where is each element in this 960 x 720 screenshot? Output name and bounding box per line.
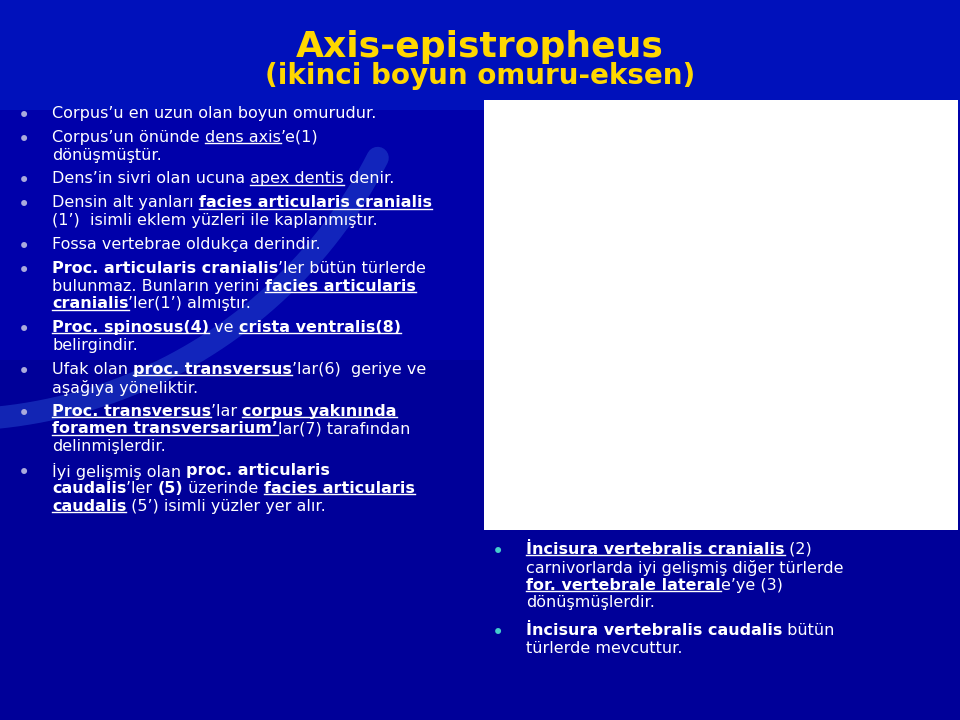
Text: •: • [18, 261, 31, 281]
Text: corpus yakınında: corpus yakınında [242, 403, 396, 418]
Text: türlerde mevcuttur.: türlerde mevcuttur. [526, 641, 683, 656]
Text: dönüşmüşlerdir.: dönüşmüşlerdir. [526, 595, 655, 611]
Bar [0, 0, 960, 110]
Text: ’e(1): ’e(1) [280, 130, 319, 145]
Text: e’ye (3): e’ye (3) [721, 577, 782, 593]
Text: foramen transversarium’: foramen transversarium’ [52, 421, 277, 436]
Text: Corpus’un önünde: Corpus’un önünde [52, 130, 204, 145]
Text: Ufak olan: Ufak olan [52, 362, 133, 377]
Text: İyi gelişmiş olan: İyi gelişmiş olan [52, 463, 186, 480]
Text: facies articularis cranialis: facies articularis cranialis [199, 195, 432, 210]
Text: •: • [18, 171, 31, 192]
Text: ’ler: ’ler [127, 481, 157, 496]
Text: •: • [18, 195, 31, 215]
Text: (5’) isimli yüzler yer alır.: (5’) isimli yüzler yer alır. [127, 499, 326, 513]
Text: İncisura vertebralis cranialis: İncisura vertebralis cranialis [526, 542, 784, 557]
Text: ve: ve [209, 320, 239, 336]
Text: dönüşmüştür.: dönüşmüştür. [52, 148, 161, 163]
Text: ’lar: ’lar [211, 403, 242, 418]
Text: •: • [492, 542, 504, 562]
Bar [0, 360, 960, 720]
Text: (5): (5) [157, 481, 183, 496]
Text: Axis-epistropheus: Axis-epistropheus [296, 30, 664, 64]
Text: cranialis: cranialis [52, 297, 129, 312]
Text: üzerinde: üzerinde [183, 481, 264, 496]
Text: ’ler bütün türlerde: ’ler bütün türlerde [278, 261, 426, 276]
Text: denir.: denir. [344, 171, 395, 186]
Text: proc. articularis: proc. articularis [186, 463, 330, 478]
Text: aşağıya yöneliktir.: aşağıya yöneliktir. [52, 379, 198, 396]
Text: apex dentis: apex dentis [251, 171, 344, 186]
Text: delinmişlerdir.: delinmişlerdir. [52, 439, 166, 454]
Text: •: • [18, 106, 31, 126]
Text: Proc. articularis cranialis: Proc. articularis cranialis [52, 261, 278, 276]
Text: ’ler(1’) almıştır.: ’ler(1’) almıştır. [129, 297, 252, 312]
Text: ’lar(6)  geriye ve: ’lar(6) geriye ve [292, 362, 426, 377]
Text: facies articularis: facies articularis [264, 481, 415, 496]
Text: •: • [18, 463, 31, 483]
Text: Corpus’u en uzun olan boyun omurudur.: Corpus’u en uzun olan boyun omurudur. [52, 106, 376, 121]
Text: •: • [18, 403, 31, 423]
Text: (2): (2) [784, 542, 812, 557]
Text: •: • [18, 320, 31, 341]
Text: (1’)  isimli eklem yüzleri ile kaplanmıştır.: (1’) isimli eklem yüzleri ile kaplanmışt… [52, 213, 377, 228]
Text: Proc. spinosus(4): Proc. spinosus(4) [52, 320, 209, 336]
Text: Proc. transversus: Proc. transversus [52, 403, 211, 418]
Text: bütün: bütün [782, 624, 835, 639]
Text: caudalis: caudalis [52, 499, 127, 513]
Text: facies articularis: facies articularis [265, 279, 416, 294]
Text: İncisura vertebralis caudalis: İncisura vertebralis caudalis [526, 624, 782, 639]
Bar [484, 100, 958, 530]
Text: Fossa vertebrae oldukça derindir.: Fossa vertebrae oldukça derindir. [52, 237, 321, 252]
Text: caudalis: caudalis [52, 481, 127, 496]
Text: •: • [492, 624, 504, 643]
Text: •: • [18, 362, 31, 382]
Text: bulunmaz. Bunların yerini: bulunmaz. Bunların yerini [52, 279, 265, 294]
Text: crista ventralis(8): crista ventralis(8) [239, 320, 400, 336]
Text: •: • [18, 237, 31, 257]
Text: (ikinci boyun omuru-eksen): (ikinci boyun omuru-eksen) [265, 62, 695, 90]
Text: Densin alt yanları: Densin alt yanları [52, 195, 199, 210]
Text: proc. transversus: proc. transversus [133, 362, 292, 377]
Text: dens axis: dens axis [204, 130, 280, 145]
Text: •: • [18, 130, 31, 150]
Text: lar(7) tarafından: lar(7) tarafından [277, 421, 410, 436]
Text: for. vertebrale lateral: for. vertebrale lateral [526, 577, 721, 593]
Text: Dens’in sivri olan ucuna: Dens’in sivri olan ucuna [52, 171, 251, 186]
Text: carnivorlarda iyi gelişmiş diğer türlerde: carnivorlarda iyi gelişmiş diğer türlerd… [526, 560, 844, 576]
Text: belirgindir.: belirgindir. [52, 338, 137, 353]
